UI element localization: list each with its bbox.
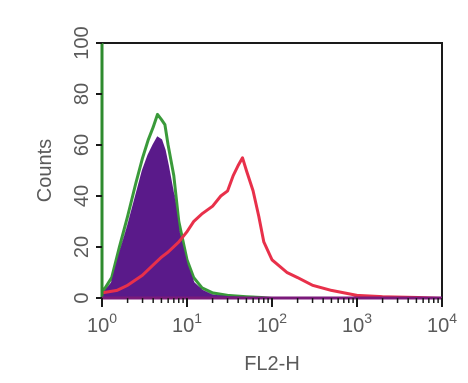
y-tick-label: 80 (71, 83, 93, 105)
y-tick-label: 60 (71, 134, 93, 156)
y-tick-label: 20 (71, 236, 93, 258)
x-axis-title: FL2-H (244, 353, 300, 375)
axes (96, 42, 443, 307)
x-tick-label: 101 (172, 310, 202, 337)
y-axis-title: Counts (34, 139, 56, 202)
y-tick-label: 0 (71, 292, 93, 303)
x-tick-label: 102 (257, 310, 287, 337)
y-tick-label: 40 (71, 185, 93, 207)
x-tick-label: 104 (427, 310, 457, 337)
y-tick-label: 100 (71, 26, 93, 59)
x-tick-label: 100 (87, 310, 117, 337)
series-2-line (101, 156, 443, 300)
series-0-line (100, 112, 442, 300)
tick-labels: 0 20 40 60 80 100 100 101 102 103 104 FL2-H Counts (34, 26, 457, 375)
x-tick-label: 103 (342, 310, 372, 337)
